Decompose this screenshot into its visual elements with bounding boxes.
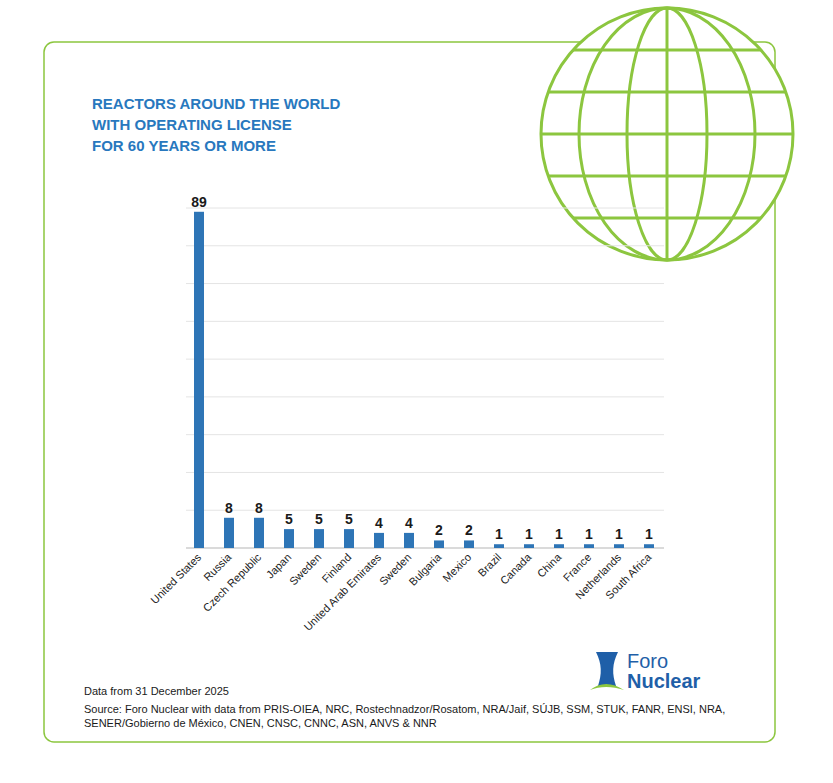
logo-line: Nuclear — [627, 670, 701, 692]
x-tick-label: United Arab Emirates — [301, 551, 383, 633]
x-tick-label: South Africa — [603, 550, 654, 601]
globe-outline — [541, 8, 793, 260]
globe-icon — [541, 8, 793, 260]
grid-line — [186, 359, 664, 360]
bars — [194, 212, 654, 548]
bar — [464, 540, 474, 548]
bar — [494, 544, 504, 548]
data-label: 4 — [405, 515, 413, 531]
x-tick-label: Bulgaria — [406, 550, 444, 588]
data-label: 5 — [285, 511, 293, 527]
title-line: FOR 60 YEARS OR MORE — [92, 137, 276, 154]
chart-svg: REACTORS AROUND THE WORLD WITH OPERATING … — [0, 0, 833, 783]
grid-line — [186, 283, 664, 284]
globe-parallel — [548, 175, 786, 178]
data-label: 2 — [465, 522, 473, 538]
page: REACTORS AROUND THE WORLD WITH OPERATING … — [0, 0, 833, 783]
bar — [224, 518, 234, 548]
data-label: 8 — [255, 500, 263, 516]
bar — [254, 518, 264, 548]
bar — [584, 544, 594, 548]
data-label: 1 — [585, 526, 593, 542]
globe-parallel — [541, 133, 793, 136]
globe-parallel — [548, 91, 786, 94]
source: Source: Foro Nuclear with data from PRIS… — [84, 702, 752, 730]
bar — [344, 529, 354, 548]
grid-line — [186, 321, 664, 322]
logo-text: ForoNuclear — [627, 650, 701, 692]
bar — [194, 212, 204, 548]
bar — [434, 540, 444, 548]
logo-line: Foro — [627, 650, 668, 672]
data-label: 1 — [615, 526, 623, 542]
data-labels: 89 8 8 5 5 5 4 4 2 2 1 1 1 1 1 1 — [191, 194, 653, 542]
grid-line — [186, 472, 664, 473]
title-line: REACTORS AROUND THE WORLD — [92, 95, 340, 112]
x-tick-labels: United StatesRussiaCzech RepublicJapanSw… — [148, 550, 654, 633]
data-label: 1 — [555, 526, 563, 542]
title: REACTORS AROUND THE WORLD WITH OPERATING … — [92, 95, 340, 154]
grid-line — [186, 396, 664, 397]
grid — [186, 208, 664, 548]
globe-parallel — [573, 217, 761, 220]
data-label: 8 — [225, 500, 233, 516]
data-label: 1 — [525, 526, 533, 542]
grid-line — [186, 208, 664, 209]
data-label: 5 — [345, 511, 353, 527]
bar — [524, 544, 534, 548]
bar — [614, 544, 624, 548]
data-label: 1 — [495, 526, 503, 542]
logo: ForoNuclear — [590, 650, 701, 692]
data-label: 2 — [435, 522, 443, 538]
x-tick-label: United States — [148, 551, 204, 607]
bar — [374, 533, 384, 548]
title-line: WITH OPERATING LICENSE — [92, 116, 292, 133]
globe-parallel — [573, 49, 761, 52]
logo-swoosh — [590, 684, 624, 690]
note: Data from 31 December 2025 — [84, 685, 229, 697]
bar — [314, 529, 324, 548]
x-tick-label: Sweden — [287, 551, 324, 588]
data-label: 89 — [191, 194, 207, 210]
bar — [644, 544, 654, 548]
bar — [404, 533, 414, 548]
bar — [554, 544, 564, 548]
grid-line — [186, 245, 664, 246]
bar — [284, 529, 294, 548]
data-label: 4 — [375, 515, 383, 531]
grid-line — [186, 434, 664, 435]
data-label: 1 — [645, 526, 653, 542]
x-tick-label: Czech Republic — [200, 551, 263, 614]
x-tick-label: Canada — [498, 550, 534, 586]
data-label: 5 — [315, 511, 323, 527]
x-tick-label: Brazil — [475, 551, 503, 579]
logo-tower — [596, 652, 618, 686]
x-tick-label: Mexico — [440, 551, 473, 584]
